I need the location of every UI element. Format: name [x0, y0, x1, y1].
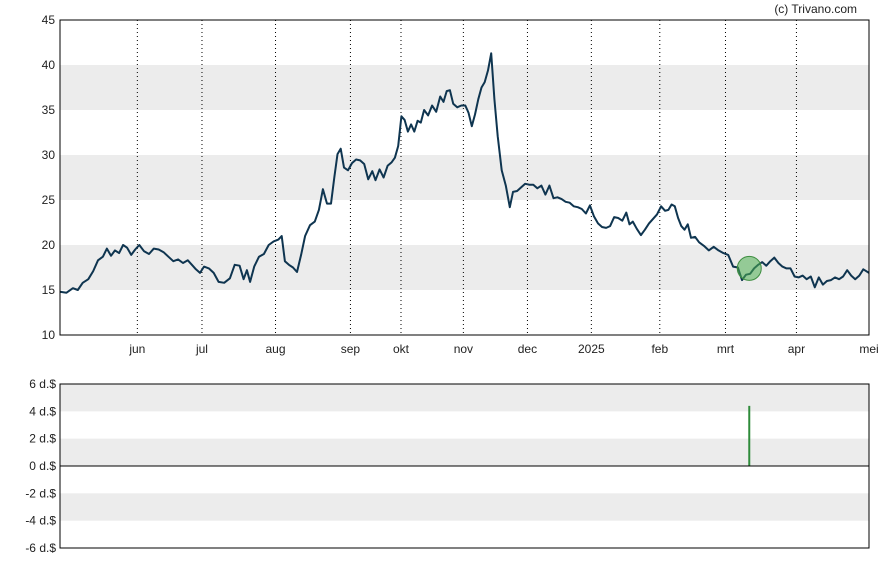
- credit-label: (c) Trivano.com: [774, 2, 857, 16]
- dividend-plot-border: [59, 383, 870, 549]
- price-frame: [59, 19, 870, 336]
- price-y-tick-35: 35: [42, 103, 56, 117]
- month-gridlines: [136, 20, 797, 335]
- dividend-y-tick-6: -6 d.$: [25, 541, 56, 555]
- price-plot-border: [59, 19, 870, 336]
- price-y-tick-20: 20: [42, 238, 56, 252]
- price-y-tick-30: 30: [42, 148, 56, 162]
- price-y-tick-15: 15: [42, 283, 56, 297]
- dividend-y-tick-0: 6 d.$: [29, 377, 56, 391]
- price-bands: [60, 65, 869, 290]
- dividend-band-1: [60, 438, 869, 466]
- price-line: [59, 52, 870, 294]
- x-tick-label-jun: jun: [128, 342, 145, 356]
- dividend-y-axis: 6 d.$ 4 d.$ 2 d.$ 0 d.$ -2 d.$ -4 d.$ -6 d.$: [25, 377, 56, 555]
- x-tick-label-mei: mei: [859, 342, 878, 356]
- price-y-axis: 10 15 20 25 30 35 40 45: [42, 13, 56, 342]
- x-tick-label-aug: aug: [266, 342, 286, 356]
- x-tick-label-apr: apr: [788, 342, 805, 356]
- x-tick-label-dec: dec: [518, 342, 537, 356]
- x-tick-label-2025: 2025: [578, 342, 605, 356]
- dividend-band-2: [60, 493, 869, 521]
- dividend-y-tick-3: 0 d.$: [29, 459, 56, 473]
- price-series-layer: [59, 52, 870, 294]
- dividend-frame: [59, 383, 870, 549]
- price-y-tick-45: 45: [42, 13, 56, 27]
- x-axis: jun jul aug sep okt nov dec 2025 feb mrt apr mei: [128, 342, 878, 356]
- x-tick-label-nov: nov: [454, 342, 473, 356]
- x-tick-label-jul: jul: [195, 342, 208, 356]
- dividend-band-0: [60, 384, 869, 412]
- price-band-2: [60, 65, 869, 110]
- x-tick-label-okt: okt: [393, 342, 410, 356]
- dividend-y-tick-4: -2 d.$: [25, 486, 56, 500]
- price-band-1: [60, 155, 869, 200]
- price-y-tick-40: 40: [42, 58, 56, 72]
- dividend-y-tick-1: 4 d.$: [29, 404, 56, 418]
- price-y-tick-10: 10: [42, 328, 56, 342]
- dividend-marker: [736, 255, 762, 281]
- dividend-y-tick-5: -4 d.$: [25, 514, 56, 528]
- price-y-tick-25: 25: [42, 193, 56, 207]
- x-tick-label-sep: sep: [341, 342, 361, 356]
- x-tick-label-feb: feb: [651, 342, 668, 356]
- dividend-y-tick-2: 2 d.$: [29, 432, 56, 446]
- x-tick-label-mrt: mrt: [717, 342, 735, 356]
- dividend-bands: [60, 384, 869, 521]
